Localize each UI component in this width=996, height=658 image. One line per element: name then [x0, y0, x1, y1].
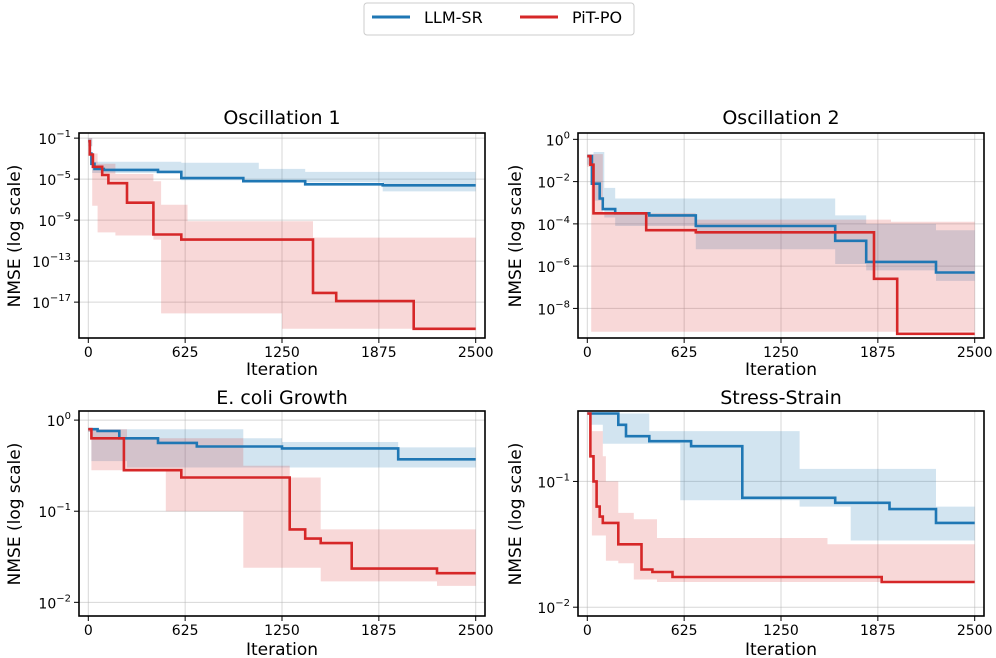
- x-tick-label: 1250: [264, 623, 300, 639]
- y-axis-label: NMSE (log scale): [506, 165, 526, 308]
- x-tick-label: 2500: [458, 345, 494, 361]
- y-tick-label: 10−1: [38, 502, 71, 521]
- series-line-pit-po: [587, 154, 975, 336]
- legend-label-llm-sr: LLM-SR: [424, 8, 483, 27]
- panel-title: E. coli Growth: [216, 387, 348, 409]
- legend: LLM-SR PiT-PO: [363, 2, 635, 36]
- y-tick-label: 10−6: [537, 257, 570, 276]
- x-tick-label: 0: [583, 623, 592, 639]
- x-tick-label: 625: [172, 623, 199, 639]
- x-tick-label: 1875: [361, 623, 397, 639]
- series-line-pit-po: [88, 427, 476, 575]
- x-tick-label: 0: [583, 345, 592, 361]
- series-line-llm-sr: [587, 154, 975, 274]
- panel-oscillation-2: Oscillation 2 Iteration NMSE (log scale)…: [506, 107, 993, 380]
- series-line-pit-po: [587, 412, 975, 584]
- x-tick-label: 1250: [763, 345, 799, 361]
- x-axis-label: Iteration: [745, 360, 817, 380]
- x-tick-label: 625: [671, 345, 698, 361]
- x-tick-label: 1875: [860, 623, 896, 639]
- panel-oscillation-1: Oscillation 1 Iteration NMSE (log scale)…: [5, 107, 494, 380]
- band-pit-po: [88, 428, 476, 586]
- y-axis-label: NMSE (log scale): [5, 443, 25, 586]
- x-tick-label: 625: [172, 345, 199, 361]
- y-tick-label: 10−8: [537, 299, 570, 318]
- series-line-pit-po: [88, 139, 476, 331]
- y-tick-label: 10−13: [32, 252, 71, 271]
- panel-title: Oscillation 2: [722, 107, 839, 129]
- x-tick-label: 0: [84, 623, 93, 639]
- x-tick-label: 0: [84, 345, 93, 361]
- panel-title: Stress-Strain: [720, 387, 842, 409]
- x-axis-label: Iteration: [246, 640, 318, 658]
- x-tick-label: 2500: [458, 623, 494, 639]
- x-tick-label: 1250: [264, 345, 300, 361]
- y-tick-label: 10−4: [537, 215, 570, 234]
- y-tick-label: 100: [546, 130, 570, 149]
- x-tick-label: 1250: [763, 623, 799, 639]
- panel-e-coli-growth: E. coli Growth Iteration NMSE (log scale…: [5, 387, 494, 658]
- y-tick-label: 10−1: [537, 472, 570, 491]
- band-llm-sr: [587, 152, 975, 281]
- y-tick-label: 10−9: [38, 211, 71, 230]
- legend-box: [363, 2, 635, 36]
- x-tick-label: 625: [671, 623, 698, 639]
- band-pit-po: [587, 154, 975, 332]
- band-pit-po: [88, 138, 476, 329]
- y-tick-label: 10−2: [537, 173, 570, 192]
- y-axis-label: NMSE (log scale): [5, 165, 25, 308]
- y-tick-label: 10−5: [38, 170, 71, 189]
- band-llm-sr: [587, 413, 975, 541]
- y-tick-label: 10−17: [32, 293, 71, 312]
- legend-label-pit-po: PiT-PO: [572, 8, 622, 27]
- y-tick-label: 10−2: [537, 598, 570, 617]
- x-tick-label: 2500: [957, 345, 993, 361]
- series-line-llm-sr: [587, 412, 975, 525]
- y-tick-label: 10−1: [38, 129, 71, 148]
- x-tick-label: 2500: [957, 623, 993, 639]
- x-axis-label: Iteration: [745, 640, 817, 658]
- x-axis-label: Iteration: [246, 360, 318, 380]
- y-tick-label: 10−2: [38, 593, 71, 612]
- panel-title: Oscillation 1: [223, 107, 340, 129]
- x-tick-label: 1875: [361, 345, 397, 361]
- series-line-llm-sr: [88, 427, 476, 461]
- panel-stress-strain: Stress-Strain Iteration NMSE (log scale)…: [506, 387, 993, 658]
- y-axis-label: NMSE (log scale): [506, 443, 526, 586]
- band-pit-po: [587, 413, 975, 589]
- y-tick-label: 100: [47, 411, 71, 430]
- x-tick-label: 1875: [860, 345, 896, 361]
